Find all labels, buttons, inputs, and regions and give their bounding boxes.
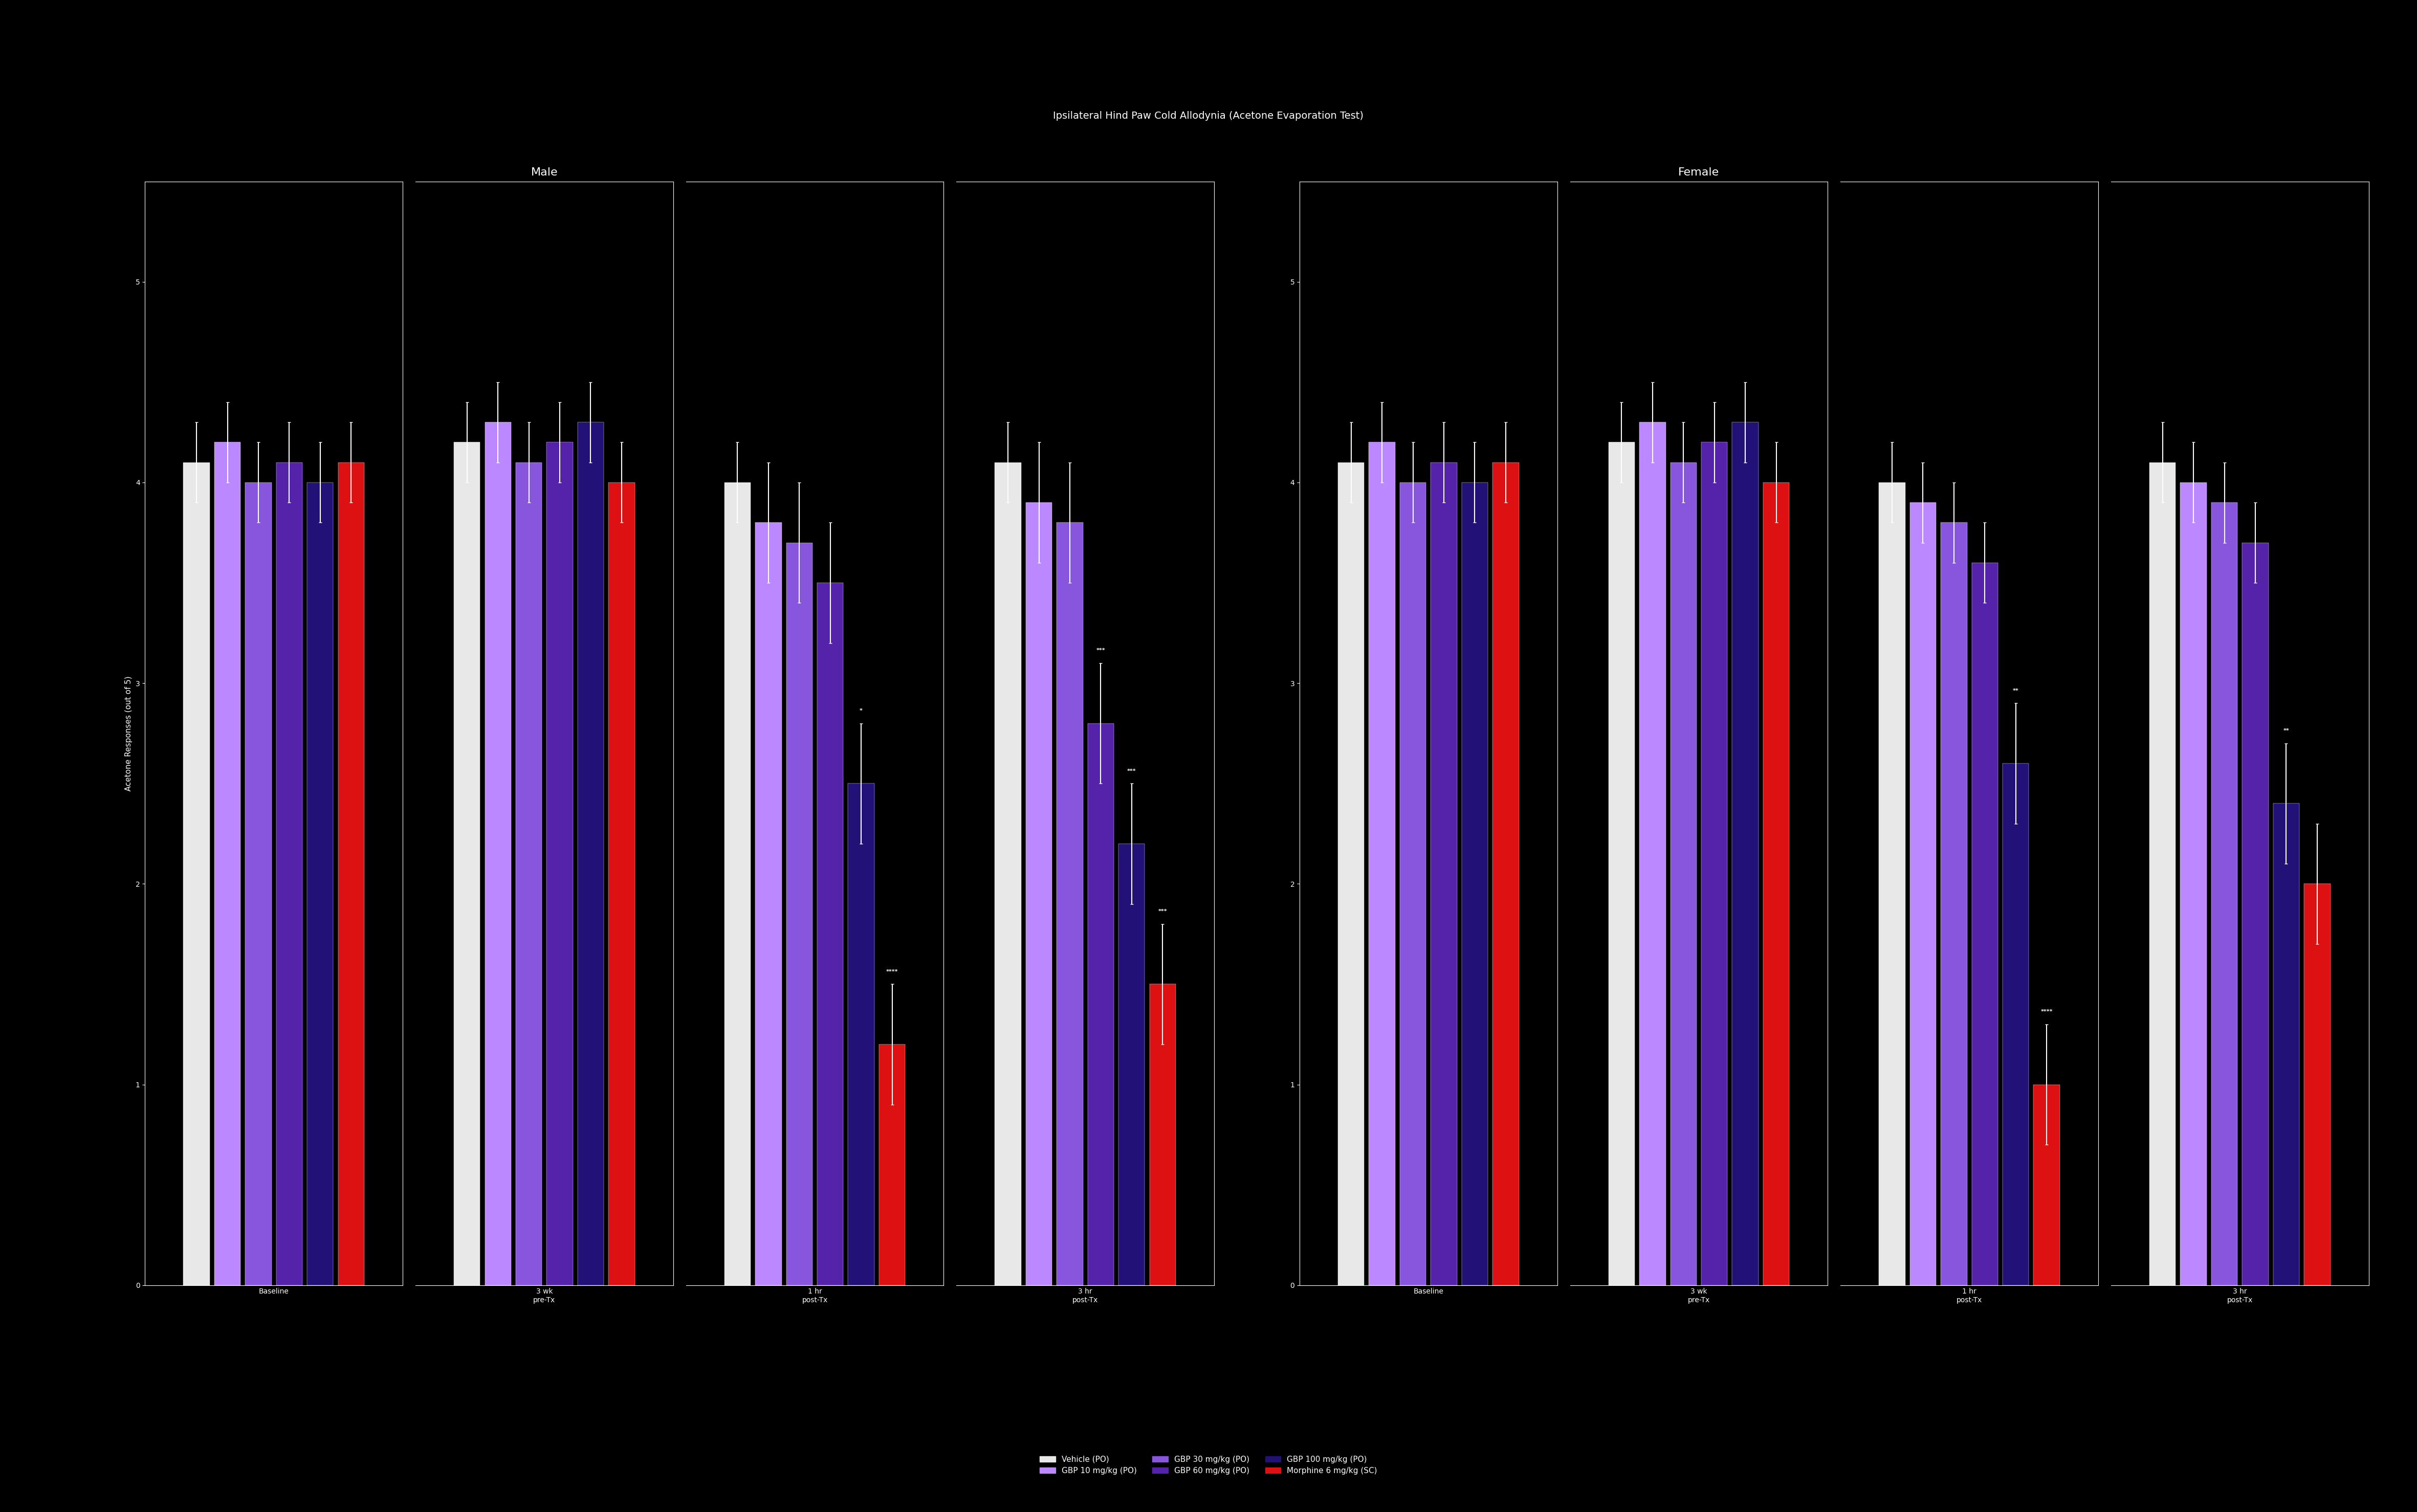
X-axis label: 3 wk
pre-Tx: 3 wk pre-Tx <box>534 1288 556 1303</box>
Text: **: ** <box>2013 688 2018 692</box>
Bar <box>2243 543 2270 1285</box>
Bar <box>1431 463 1457 1285</box>
Bar <box>338 463 365 1285</box>
Bar <box>1972 562 1999 1285</box>
X-axis label: Baseline: Baseline <box>1414 1288 1443 1296</box>
X-axis label: 1 hr
post-Tx: 1 hr post-Tx <box>802 1288 827 1303</box>
Text: *: * <box>860 708 863 714</box>
Bar <box>1150 984 1175 1285</box>
Bar <box>2303 885 2330 1285</box>
Y-axis label: Acetone Responses (out of 5): Acetone Responses (out of 5) <box>126 676 133 791</box>
Bar <box>1878 482 1905 1285</box>
Bar <box>1702 443 1728 1285</box>
Bar <box>2004 764 2028 1285</box>
Bar <box>2033 1084 2059 1285</box>
X-axis label: 3 wk
pre-Tx: 3 wk pre-Tx <box>1687 1288 1709 1303</box>
Bar <box>817 582 844 1285</box>
Text: ****: **** <box>2040 1009 2052 1015</box>
Bar <box>276 463 302 1285</box>
Bar <box>515 463 541 1285</box>
Bar <box>754 523 781 1285</box>
X-axis label: Baseline: Baseline <box>259 1288 290 1296</box>
Bar <box>1639 422 1665 1285</box>
X-axis label: 1 hr
post-Tx: 1 hr post-Tx <box>1955 1288 1982 1303</box>
Bar <box>307 482 334 1285</box>
Bar <box>2180 482 2207 1285</box>
Bar <box>880 1045 906 1285</box>
X-axis label: 3 hr
post-Tx: 3 hr post-Tx <box>1073 1288 1097 1303</box>
Text: **: ** <box>2284 729 2289 733</box>
Bar <box>184 463 210 1285</box>
Bar <box>725 482 752 1285</box>
Bar <box>1025 502 1051 1285</box>
Bar <box>1399 482 1426 1285</box>
Bar <box>546 443 573 1285</box>
Title: Male: Male <box>532 168 558 178</box>
Text: ***: *** <box>1097 649 1105 653</box>
Bar <box>1339 463 1363 1285</box>
Bar <box>786 543 812 1285</box>
Bar <box>609 482 636 1285</box>
Bar <box>1670 463 1697 1285</box>
Bar <box>215 443 242 1285</box>
Bar <box>1462 482 1489 1285</box>
Bar <box>454 443 481 1285</box>
Text: ***: *** <box>1126 768 1136 774</box>
X-axis label: 3 hr
post-Tx: 3 hr post-Tx <box>2226 1288 2253 1303</box>
Bar <box>1088 723 1114 1285</box>
Title: Female: Female <box>1677 168 1718 178</box>
Legend: Vehicle (PO), GBP 10 mg/kg (PO), GBP 30 mg/kg (PO), GBP 60 mg/kg (PO), GBP 100 m: Vehicle (PO), GBP 10 mg/kg (PO), GBP 30 … <box>1037 1453 1380 1477</box>
Bar <box>2149 463 2175 1285</box>
Bar <box>2212 502 2238 1285</box>
Bar <box>1733 422 1760 1285</box>
Bar <box>996 463 1020 1285</box>
Bar <box>1368 443 1395 1285</box>
Text: Ipsilateral Hind Paw Cold Allodynia (Acetone Evaporation Test): Ipsilateral Hind Paw Cold Allodynia (Ace… <box>1054 112 1363 121</box>
Bar <box>2272 803 2299 1285</box>
Bar <box>1607 443 1634 1285</box>
Text: ***: *** <box>1158 909 1167 913</box>
Bar <box>1056 523 1083 1285</box>
Bar <box>578 422 604 1285</box>
Text: ****: **** <box>887 969 899 974</box>
Bar <box>1941 523 1967 1285</box>
Bar <box>486 422 510 1285</box>
Bar <box>1119 844 1146 1285</box>
Bar <box>848 783 875 1285</box>
Bar <box>1494 463 1518 1285</box>
Bar <box>244 482 271 1285</box>
Bar <box>1909 502 1936 1285</box>
Bar <box>1762 482 1789 1285</box>
